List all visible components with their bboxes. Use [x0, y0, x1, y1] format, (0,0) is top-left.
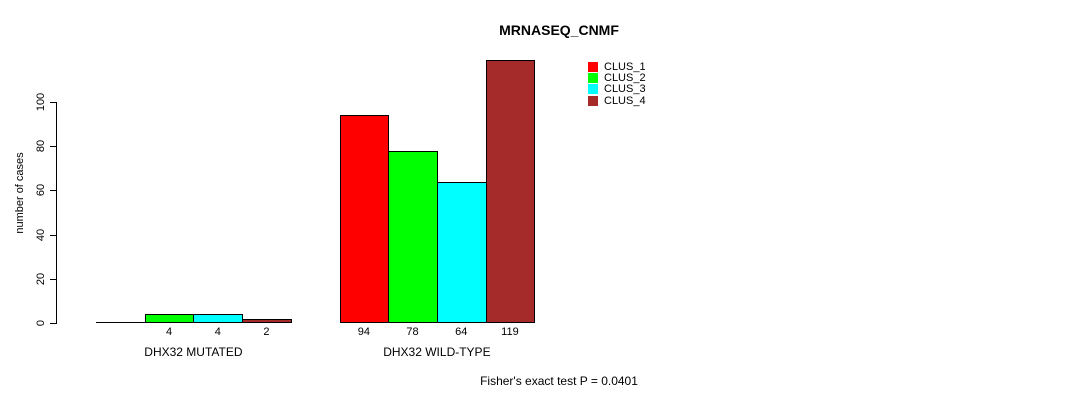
y-axis-title: number of cases [14, 152, 26, 234]
y-tick-mark [50, 278, 56, 280]
bar-clus_3 [436, 181, 487, 323]
bar-clus_1 [339, 115, 390, 323]
statistical-test-note: Fisher's exact test P = 0.0401 [480, 374, 638, 388]
legend-swatch [588, 84, 598, 95]
legend-label: CLUS_4 [604, 94, 646, 107]
bar-value-label: 119 [501, 326, 519, 338]
y-tick-mark [50, 190, 56, 192]
y-tick-label: 60 [35, 184, 47, 197]
bar-clus_4 [485, 60, 536, 323]
legend-swatch [588, 73, 598, 84]
y-tick-mark [50, 234, 56, 236]
bar-clus_4 [242, 318, 292, 323]
legend-swatch [588, 95, 598, 106]
bar-clus_1 [96, 322, 146, 323]
y-tick-mark [50, 102, 56, 103]
legend-label: CLUS_2 [604, 72, 646, 85]
y-tick-mark [50, 146, 56, 148]
y-tick-mark [50, 323, 56, 324]
legend-label: CLUS_3 [604, 83, 646, 96]
bar-clus_2 [388, 150, 438, 323]
y-tick-label: 40 [35, 228, 47, 241]
y-tick-label: 80 [35, 140, 47, 153]
bar-value-label: 2 [263, 326, 270, 338]
bar-value-label: 78 [406, 326, 419, 338]
bar-value-label: 94 [357, 326, 370, 338]
bar-value-label: 4 [165, 326, 173, 338]
bar-value-label: 64 [455, 326, 468, 338]
legend-label: CLUS_1 [604, 61, 646, 73]
y-tick-label: 100 [35, 92, 47, 112]
y-axis-line [56, 102, 57, 324]
legend-swatch [588, 62, 598, 72]
bar-value-label: 4 [214, 326, 221, 338]
bar-clus_3 [193, 314, 244, 323]
group-label: DHX32 WILD-TYPE [383, 345, 491, 359]
group-label: DHX32 MUTATED [144, 345, 243, 359]
bar-clus_2 [144, 314, 195, 323]
chart-title: MRNASEQ_CNMF [499, 22, 619, 38]
y-tick-label: 0 [35, 319, 47, 327]
y-tick-label: 20 [35, 272, 47, 285]
